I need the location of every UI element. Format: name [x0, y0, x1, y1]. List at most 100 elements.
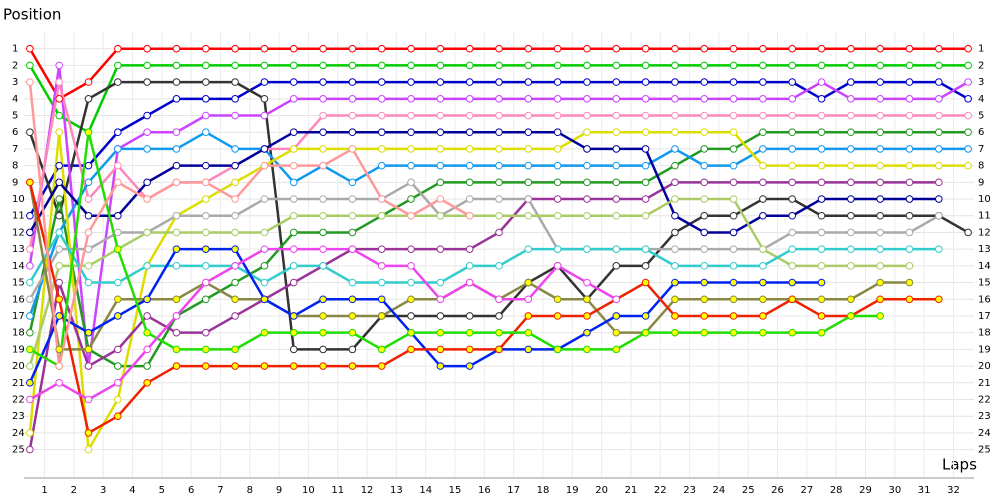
- lap-marker: [114, 295, 122, 304]
- lap-marker: [114, 161, 122, 170]
- y-tick-label: 12: [12, 227, 25, 238]
- lap-marker: [759, 195, 767, 203]
- x-tick-label: 4: [129, 485, 135, 496]
- lap-marker: [524, 44, 533, 53]
- lap-marker: [465, 44, 474, 53]
- lap-marker: [700, 178, 709, 187]
- lap-marker: [905, 228, 914, 237]
- lap-marker: [465, 211, 474, 220]
- lap-marker: [759, 95, 767, 103]
- lap-marker: [964, 95, 972, 103]
- lap-marker: [495, 61, 503, 70]
- series-line: [28, 81, 471, 368]
- lap-marker: [114, 78, 122, 86]
- lap-marker: [84, 445, 93, 454]
- lap-marker: [260, 295, 269, 304]
- x-tick-label: 20: [595, 485, 608, 496]
- lap-marker: [319, 95, 327, 103]
- lap-marker: [231, 262, 239, 270]
- lap-marker: [759, 178, 767, 187]
- lap-marker: [348, 195, 357, 203]
- lap-marker: [612, 245, 621, 253]
- lap-marker: [935, 295, 943, 304]
- lap-marker: [407, 278, 415, 287]
- x-tick-label: 12: [361, 485, 374, 496]
- y-tick-label-right: 7: [978, 144, 984, 155]
- lap-marker: [729, 161, 738, 170]
- lap-marker: [641, 161, 650, 170]
- lap-marker: [964, 128, 972, 137]
- lap-marker: [641, 195, 650, 203]
- lap-marker: [231, 145, 239, 153]
- lap-marker: [143, 312, 151, 320]
- lap-marker: [465, 145, 474, 153]
- lap-marker: [524, 245, 533, 253]
- lap-marker: [319, 111, 327, 120]
- x-tick-label: 16: [478, 485, 491, 496]
- lap-marker: [612, 44, 621, 53]
- lap-marker: [348, 312, 357, 320]
- lap-marker: [465, 312, 474, 320]
- lap-marker: [964, 228, 972, 237]
- lap-marker: [583, 278, 591, 287]
- lap-marker: [407, 145, 415, 153]
- lap-marker: [26, 178, 34, 187]
- lap-marker: [847, 245, 855, 253]
- lap-marker: [524, 178, 533, 187]
- lap-marker: [817, 78, 826, 86]
- lap-marker: [26, 429, 34, 437]
- lap-marker: [436, 345, 445, 354]
- lap-marker: [583, 312, 591, 320]
- lap-marker: [55, 211, 63, 220]
- lap-marker: [876, 312, 884, 320]
- lap-marker: [524, 295, 533, 304]
- lap-marker: [817, 128, 826, 137]
- lap-marker: [700, 44, 709, 53]
- lap-marker: [583, 211, 591, 220]
- y-tick-label: 2: [12, 60, 18, 71]
- lap-marker: [935, 78, 943, 86]
- lap-marker: [495, 228, 503, 237]
- lap-marker: [817, 328, 826, 337]
- lap-marker: [876, 111, 884, 120]
- lap-marker: [84, 211, 93, 220]
- y-tick-label-right: 13: [978, 244, 991, 255]
- lap-marker: [671, 111, 679, 120]
- lap-marker: [553, 262, 562, 270]
- y-tick-label: 21: [12, 378, 25, 389]
- y-tick-label: 4: [12, 94, 18, 105]
- lap-marker: [289, 245, 298, 253]
- lap-marker: [876, 295, 884, 304]
- lap-marker: [465, 195, 474, 203]
- x-tick-label: 5: [159, 485, 165, 496]
- y-tick-label: 7: [12, 144, 18, 155]
- lap-marker: [231, 228, 239, 237]
- y-tick-label-right: 11: [978, 211, 991, 222]
- lap-marker: [289, 228, 298, 237]
- x-tick-label: 31: [918, 485, 931, 496]
- lap-marker: [114, 362, 122, 370]
- y-tick-label: 18: [12, 328, 25, 339]
- lap-marker: [495, 178, 503, 187]
- lap-marker: [847, 111, 855, 120]
- x-axis-title: Laps: [942, 456, 977, 474]
- lap-marker: [729, 111, 738, 120]
- lap-marker: [759, 278, 767, 287]
- lap-marker: [817, 278, 826, 287]
- lap-marker: [260, 95, 269, 103]
- lap-marker: [876, 61, 884, 70]
- lap-marker: [26, 245, 34, 253]
- lap-marker: [876, 128, 884, 137]
- lap-marker: [788, 195, 797, 203]
- lap-marker: [729, 78, 738, 86]
- lap-marker: [495, 161, 503, 170]
- lap-marker: [729, 278, 738, 287]
- lap-marker: [407, 345, 415, 354]
- lap-marker: [788, 128, 797, 137]
- x-tick-label: 17: [507, 485, 520, 496]
- lap-marker: [876, 145, 884, 153]
- lap-marker: [553, 128, 562, 137]
- lap-marker: [377, 95, 386, 103]
- lap-marker: [641, 95, 650, 103]
- lap-marker: [289, 178, 298, 187]
